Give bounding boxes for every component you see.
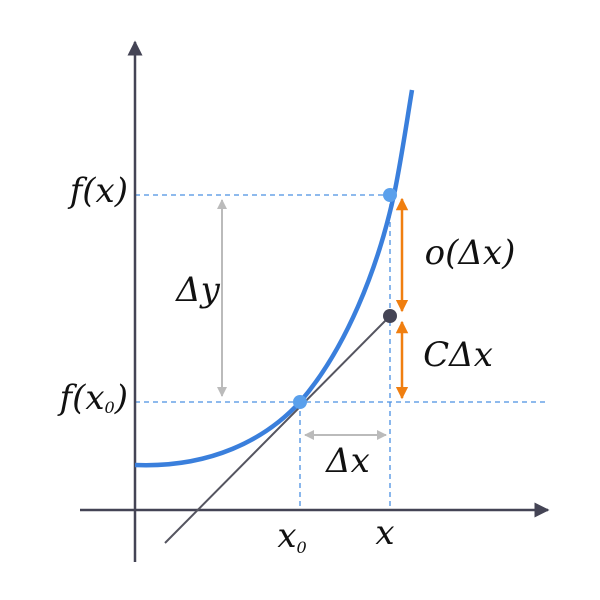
label-part: x — [277, 516, 296, 556]
label-part: ) — [114, 378, 128, 418]
label-sub: 0 — [297, 538, 307, 557]
label-part: f(x — [57, 378, 105, 418]
point — [383, 188, 397, 202]
label: Δx — [324, 441, 370, 481]
label: CΔx — [423, 335, 493, 375]
tangent-line — [164, 315, 391, 544]
point — [293, 395, 307, 409]
label: x — [375, 513, 394, 553]
curve — [134, 89, 415, 468]
label: o(Δx) — [425, 233, 516, 273]
label: Δy — [174, 270, 221, 310]
label: f(x) — [67, 171, 128, 211]
label: f(x0) — [57, 378, 128, 418]
point — [383, 309, 397, 323]
label-sub: 0 — [105, 398, 115, 417]
label: x0 — [277, 516, 306, 557]
